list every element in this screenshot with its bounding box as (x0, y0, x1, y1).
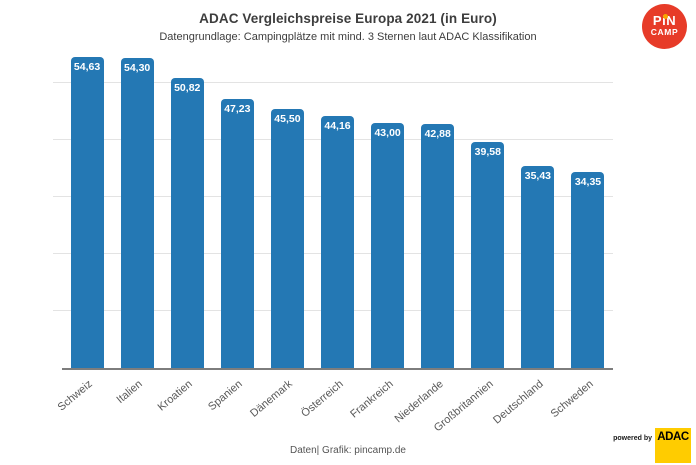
powered-by-adac-badge: powered by ADAC (613, 428, 691, 463)
adac-logo: ADAC (655, 428, 691, 463)
bar-slot: 35,43 Deutschland (491, 55, 563, 427)
x-axis-baseline (62, 368, 613, 370)
bar-value-label: 50,82 (174, 82, 201, 95)
bar-slot: 43,00 Frankreich (348, 55, 413, 421)
bar-slot: 44,16 Österreich (299, 55, 362, 420)
bar-value-label: 54,63 (73, 60, 101, 73)
bar-value-label: 44,16 (324, 120, 351, 133)
bar-value-label: 54,30 (124, 62, 151, 75)
bar-slot: 47,23 Spanien (206, 55, 262, 413)
bar-schweiz: 54,63 (70, 56, 104, 368)
chart-title: ADAC Vergleichspreise Europa 2021 (in Eu… (199, 11, 497, 26)
chart-subtitle: Datengrundlage: Campingplätze mit mind. … (159, 31, 537, 43)
bar-kroatien: 50,82 (170, 78, 204, 368)
pincamp-i-dot-icon (663, 14, 668, 19)
bars-layer: 54,63 Schweiz 54,30 Italien 50,82 Kroatien 47,… (56, 55, 613, 434)
powered-by-text: powered by (613, 435, 652, 442)
bar-value-label: 43,00 (374, 126, 401, 139)
bar-italien: 54,30 (120, 58, 154, 368)
pincamp-logo: PiN CAMP (642, 4, 687, 49)
bar-deutschland: 35,43 (521, 166, 555, 368)
pincamp-logo-line1: PiN (652, 13, 677, 28)
bar-slot: 54,30 Italien (112, 55, 162, 406)
bar-frankreich: 43,00 (371, 122, 405, 368)
plot-area: 54,63 Schweiz 54,30 Italien 50,82 Kroatien 47,… (53, 55, 613, 434)
bar-spanien: 47,23 (220, 98, 254, 368)
bar-value-label: 42,88 (424, 127, 451, 140)
gridline-50 (53, 81, 613, 83)
pincamp-logo-line2: CAMP (650, 27, 679, 37)
bar-value-label: 47,23 (224, 102, 251, 115)
bar-slot: 42,88 Niederlande (392, 55, 463, 425)
bar-österreich: 44,16 (321, 116, 355, 368)
bar-dänemark: 45,50 (270, 108, 304, 368)
bar-schweden: 34,35 (571, 172, 605, 368)
bar-slot: 45,50 Dänemark (249, 55, 312, 420)
bar-niederlande: 42,88 (421, 123, 455, 368)
bar-value-label: 45,50 (274, 112, 301, 125)
bar-value-label: 35,43 (524, 170, 552, 183)
bar-slot: 39,58 Großbritannien (432, 55, 513, 434)
bar-großbritannien: 39,58 (471, 142, 505, 368)
bar-slot: 50,82 Kroatien (156, 55, 212, 414)
bar-value-label: 39,58 (474, 146, 501, 159)
bar-value-label: 34,35 (574, 176, 602, 189)
bar-slot: 34,35 Schweden (549, 55, 613, 420)
data-credit: Daten| Grafik: pincamp.de (290, 445, 406, 456)
bar-slot: 54,63 Schweiz (56, 55, 112, 414)
